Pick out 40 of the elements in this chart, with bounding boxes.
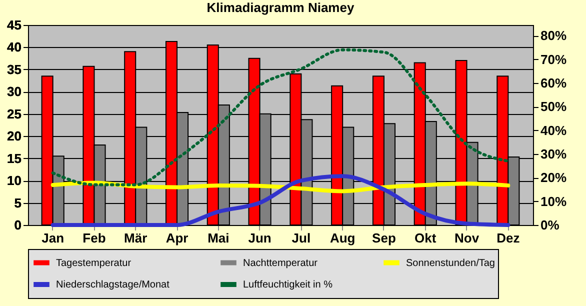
y2-tick-label: 80% [540,28,567,44]
y-tick-label: 0 [14,218,22,232]
x-tick-label: Jun [248,230,272,246]
x-tick-label: Aug [330,230,356,246]
legend-label: Niederschlagstage/Monat [56,280,170,290]
x-tick-label: Mär [124,230,148,246]
y2-tick-label: 40% [540,122,567,138]
x-tick-label: Sep [372,230,396,246]
x-tick-label: Feb [82,230,106,246]
legend-label: Sonnenstunden/Tag [406,258,495,269]
x-tick-label: Mai [208,230,230,246]
chart-title: Klimadiagramm Niamey [206,0,355,15]
y2-tick-label: 0% [540,218,560,232]
line-series [50,174,510,227]
y-tick-label: 10 [7,173,22,188]
x-tick-label: Dez [496,230,520,246]
x-tick-label: Jan [42,230,64,246]
y2-tick-label: 30% [540,146,567,162]
y-tick-label: 35 [7,62,22,77]
y2-tick-label: 70% [540,52,567,67]
y2-tick-label: 60% [540,75,567,90]
legend-label: Nachttemperatur [243,258,318,269]
y-tick-label: 25 [7,106,22,122]
y2-tick-label: 50% [540,99,567,114]
y-tick-label: 40 [7,40,22,55]
y2-tick-label: 20% [540,170,567,186]
legend-label: Tagestemperatur [56,258,132,269]
legend-label: Luftfeuchtigkeit in % [243,280,333,290]
y-tick-label: 5 [14,195,22,210]
line-series [51,48,510,186]
y-tick-label: 15 [7,150,22,166]
x-tick-label: Jul [292,230,311,246]
line-series [50,180,510,194]
y-tick-label: 20 [7,128,22,144]
x-tick-label: Apr [166,230,188,246]
x-tick-label: Nov [454,230,480,246]
y-tick-label: 45 [7,18,22,32]
x-tick-label: Okt [414,230,437,246]
y2-tick-label: 10% [540,194,567,209]
y-tick-label: 30 [7,84,22,100]
